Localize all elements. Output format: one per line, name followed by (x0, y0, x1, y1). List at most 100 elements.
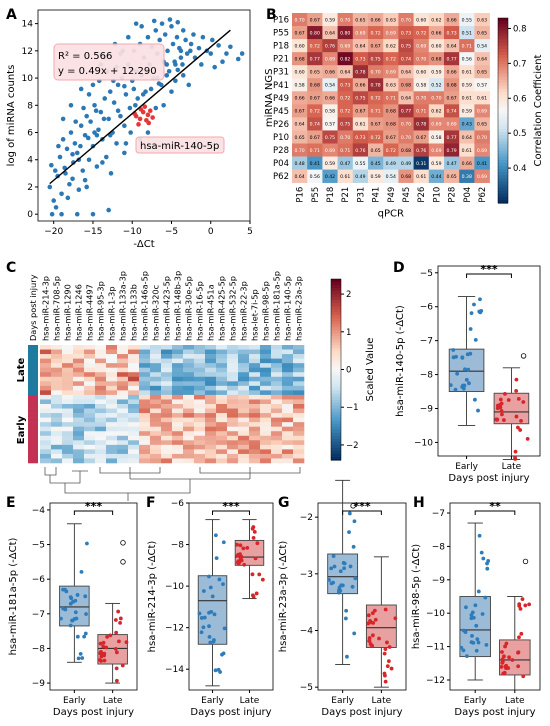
data-point (122, 123, 127, 129)
heatmap-cell (161, 404, 173, 409)
heatmap-cell (249, 394, 261, 400)
group-annotation-cell (28, 458, 38, 464)
data-point (476, 408, 480, 413)
data-point (174, 34, 180, 40)
heatmap-cell (322, 65, 338, 79)
heatmap-cell (249, 390, 261, 396)
colorbar-segment (331, 309, 341, 313)
heatmap-cell (128, 376, 140, 382)
heatmap-cell (282, 349, 294, 355)
heatmap-cell (62, 381, 74, 387)
cell-value-label: 0.66 (294, 96, 304, 102)
colorbar-segment (498, 67, 508, 72)
heatmap-cell (62, 404, 74, 409)
heatmap-cell (128, 390, 140, 396)
heatmap-cell (73, 440, 85, 446)
colorbar-segment (498, 76, 508, 81)
cell-value-label: 0.60 (431, 43, 441, 49)
heatmap-cell (183, 372, 195, 378)
colorbar-segment (498, 36, 508, 41)
heatmap-cell (444, 169, 460, 183)
heatmap-cell (282, 444, 294, 450)
cell-value-label: 0.78 (370, 83, 380, 89)
heatmap-cell (183, 404, 195, 409)
heatmap-cell (227, 435, 239, 441)
heatmap-cell (282, 404, 294, 409)
data-point (464, 377, 469, 382)
heatmap-cell (139, 399, 151, 405)
x-tick-label: −15 (83, 227, 102, 237)
cell-value-label: 0.70 (401, 135, 411, 141)
cell-value-label: 0.57 (477, 83, 487, 89)
heatmap-cell (117, 453, 129, 459)
cell-value-label: 0.67 (310, 96, 320, 102)
heatmap-cell (161, 426, 173, 432)
heatmap-cell (282, 440, 294, 446)
heatmap-cell (51, 349, 63, 355)
heatmap-cell (293, 381, 305, 387)
cell-value-label: 0.56 (462, 56, 472, 62)
heatmap-cell (95, 458, 107, 464)
heatmap-cell (216, 413, 228, 418)
data-point (473, 603, 478, 608)
data-point (518, 428, 523, 432)
data-point (165, 48, 170, 54)
heatmap-cell (95, 399, 107, 405)
heatmap-cell (398, 39, 414, 53)
outlier-marker (350, 503, 356, 509)
data-point (485, 566, 490, 571)
cell-value-label: 0.72 (386, 148, 396, 154)
heatmap-cell (205, 354, 217, 359)
data-point (368, 619, 372, 623)
data-point (56, 143, 61, 149)
data-point (347, 511, 352, 516)
heatmap-cell (216, 376, 228, 382)
colorbar-segment (331, 387, 341, 392)
heatmap-cell (40, 363, 52, 368)
cell-value-label: 0.68 (310, 83, 320, 89)
heatmap-cell (205, 399, 217, 405)
box-iqr (97, 634, 128, 665)
x-tick-label: 0 (208, 227, 214, 237)
heatmap-cell (51, 444, 63, 450)
heatmap-cell (62, 453, 74, 459)
x-axis-label: qPCR (378, 209, 404, 220)
heatmap-cell (84, 413, 96, 418)
cell-value-label: 0.41 (310, 161, 320, 167)
data-point (228, 44, 233, 50)
data-point (341, 560, 346, 565)
heatmap-cell (161, 435, 173, 441)
heatmap-cell (474, 169, 490, 183)
data-point (383, 679, 388, 684)
heatmap-cell (238, 349, 250, 355)
heatmap-cell (51, 372, 63, 378)
data-point (337, 588, 341, 593)
y-tick-label: −9 (420, 405, 434, 415)
heatmap-cell (73, 422, 85, 427)
heatmap-cell (51, 440, 63, 446)
x-tick-label: Early (464, 696, 487, 706)
gene-label: hsa-miR-140-5p (283, 276, 293, 341)
colorbar-segment (331, 327, 341, 331)
colorbar-segment (331, 429, 341, 434)
cell-value-label: 0.67 (355, 109, 365, 115)
data-point (76, 656, 81, 661)
data-point (104, 154, 109, 160)
heatmap-cell (62, 372, 74, 378)
colorbar-segment (498, 27, 508, 31)
y-tick-label: −4 (300, 627, 314, 637)
y-axis-label: log of miRNA counts (6, 65, 17, 167)
heatmap-cell (73, 349, 85, 355)
cell-value-label: 0.68 (294, 56, 304, 62)
cell-value-label: 0.68 (386, 122, 396, 128)
cell-value-label: 0.67 (446, 96, 456, 102)
regression-line (49, 29, 231, 185)
heatmap-cell (249, 372, 261, 378)
y-tick-label: 12 (22, 47, 33, 57)
heatmap-cell (428, 26, 445, 40)
data-point (84, 184, 89, 190)
heatmap-cell (282, 458, 294, 464)
colorbar-segment (498, 64, 508, 68)
group-annotation-cell (28, 354, 38, 359)
